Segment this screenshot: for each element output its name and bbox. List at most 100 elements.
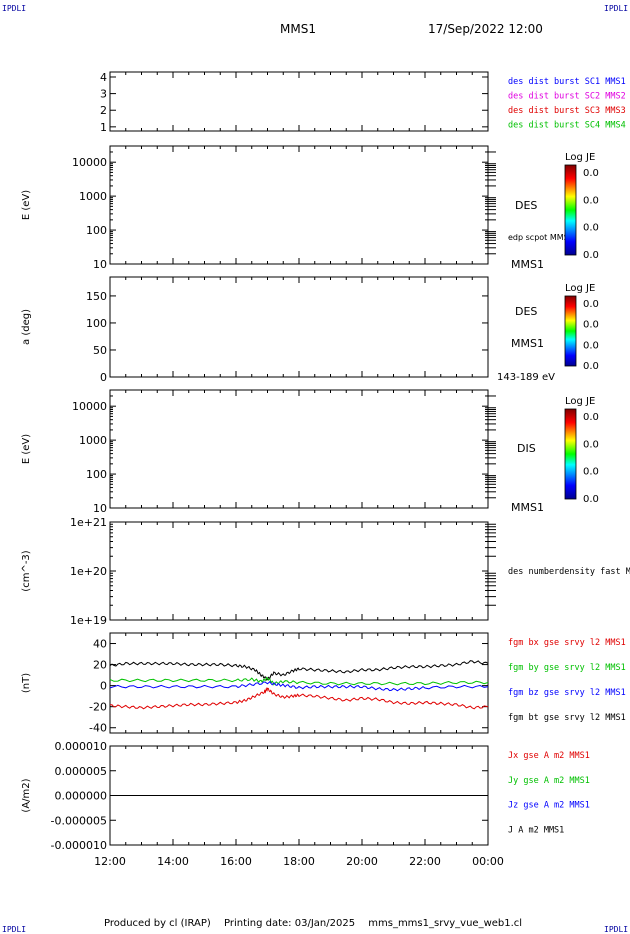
side-label-p3: 143-189 eV — [497, 372, 555, 383]
colorbar-tick-p2: 0.0 — [583, 168, 599, 179]
panel-frame-p2 — [109, 145, 489, 265]
y-tick-label-p6: -20 — [89, 701, 107, 714]
colorbar-tick-p3: 0.0 — [583, 340, 599, 351]
y-tick-label-p7: -0.000005 — [51, 814, 107, 827]
y-tick-label-p6: 20 — [93, 659, 107, 672]
side-label-p2: edp scpot MMS1 — [508, 233, 574, 242]
colorbar-p4 — [564, 408, 577, 500]
y-tick-label-p4: 10 — [93, 502, 107, 515]
colorbar-tick-p2: 0.0 — [583, 195, 599, 206]
legend-entry-p1: des dist burst SC1 MMS1 — [508, 77, 626, 87]
corner-label-top-right: IPDLI — [604, 4, 629, 13]
panel-frame-p4 — [109, 389, 489, 509]
x-tick-label: 18:00 — [283, 855, 315, 868]
y-tick-label-p6: -40 — [89, 722, 107, 735]
y-tick-label-p5: 1e+20 — [70, 565, 107, 578]
y-tick-label-p2: 100 — [86, 224, 107, 237]
corner-label-top-left: IPDLI — [2, 4, 27, 13]
y-axis-label-p7: (A/m2) — [21, 778, 32, 812]
y-tick-label-p4: 1000 — [79, 434, 107, 447]
panel-frame-p3 — [109, 276, 489, 378]
side-label-p4: DIS — [517, 442, 536, 455]
legend-entry-p7: Jy gse A m2 MMS1 — [508, 776, 590, 786]
x-tick-label: 16:00 — [220, 855, 252, 868]
panel-frame-p1 — [109, 71, 489, 132]
colorbar-tick-p4: 0.0 — [583, 412, 599, 423]
side-label-p2: DES — [515, 199, 537, 212]
colorbar-title-p3: Log JE — [565, 283, 595, 294]
y-tick-label-p7: -0.000010 — [51, 839, 107, 852]
x-tick-label: 22:00 — [409, 855, 441, 868]
y-tick-label-p5: 1e+21 — [70, 516, 107, 529]
y-tick-label-p5: 1e+19 — [70, 614, 107, 627]
y-tick-label-p2: 10 — [93, 258, 107, 271]
legend-entry-p7: Jx gse A m2 MMS1 — [508, 751, 590, 761]
y-tick-label-p1: 1 — [100, 121, 107, 134]
colorbar-p3 — [564, 295, 577, 367]
y-tick-label-p2: 10000 — [72, 156, 107, 169]
footer-printing-date: Printing date: 03/Jan/2025 — [223, 918, 356, 929]
series-line-p6 — [109, 676, 489, 686]
legend-entry-p1: des dist burst SC4 MMS4 — [508, 121, 626, 131]
series-line-p6 — [109, 660, 489, 681]
y-tick-label-p7: 0.000005 — [55, 765, 108, 778]
legend-entry-p7: J A m2 MMS1 — [508, 825, 564, 835]
x-tick-label: 12:00 — [94, 855, 126, 868]
y-tick-label-p4: 10000 — [72, 400, 107, 413]
y-axis-label-p6: (nT) — [21, 673, 32, 693]
legend-entry-p6: fgm by gse srvy l2 MMS1 — [508, 663, 626, 673]
legend-entry-p1: des dist burst SC2 MMS2 — [508, 92, 626, 102]
y-axis-label-p2: E (eV) — [21, 190, 32, 220]
y-tick-label-p3: 150 — [86, 290, 107, 303]
footer-produced-by: Produced by cl (IRAP) — [104, 918, 211, 929]
colorbar-tick-p3: 0.0 — [583, 361, 599, 372]
x-tick-label: 00:00 — [472, 855, 504, 868]
series-line-p6 — [109, 680, 489, 692]
corner-label-bottom-left: IPDLI — [2, 925, 27, 934]
y-axis-label-p3: a (deg) — [21, 309, 32, 345]
footer-filename: mms_mms1_srvy_vue_web1.cl — [368, 918, 523, 929]
legend-entry-p7: Jz gse A m2 MMS1 — [508, 801, 590, 811]
y-tick-label-p6: 40 — [93, 638, 107, 651]
colorbar-tick-p4: 0.0 — [583, 467, 599, 478]
legend-entry-p6: fgm bx gse srvy l2 MMS1 — [508, 638, 626, 648]
y-tick-label-p7: 0.000010 — [55, 740, 108, 753]
series-line-p6 — [109, 686, 489, 710]
side-label-p3: DES — [515, 305, 537, 318]
colorbar-tick-p4: 0.0 — [583, 494, 599, 505]
y-axis-label-p5: (cm^-3) — [21, 550, 32, 591]
side-label-p4: MMS1 — [511, 501, 544, 514]
colorbar-title-p2: Log JE — [565, 152, 595, 163]
y-tick-label-p1: 2 — [100, 104, 107, 117]
plot-title: MMS1 — [280, 22, 316, 36]
x-tick-label: 14:00 — [157, 855, 189, 868]
y-axis-label-p4: E (eV) — [21, 434, 32, 464]
side-label-p3: MMS1 — [511, 337, 544, 350]
colorbar-tick-p2: 0.0 — [583, 250, 599, 261]
footer: Produced by cl (IRAP) Printing date: 03/… — [104, 918, 532, 929]
y-tick-label-p1: 4 — [100, 71, 107, 84]
y-tick-label-p7: 0.000000 — [55, 790, 108, 803]
y-tick-label-p6: 0 — [100, 680, 107, 693]
colorbar-tick-p3: 0.0 — [583, 299, 599, 310]
side-label-p2: MMS1 — [511, 258, 544, 271]
panel-frame-p5 — [109, 521, 489, 621]
x-tick-label: 20:00 — [346, 855, 378, 868]
y-tick-label-p2: 1000 — [79, 190, 107, 203]
legend-entry-p6: fgm bz gse srvy l2 MMS1 — [508, 688, 626, 698]
y-tick-label-p3: 100 — [86, 317, 107, 330]
colorbar-p2 — [564, 164, 577, 256]
colorbar-title-p4: Log JE — [565, 396, 595, 407]
y-tick-label-p4: 100 — [86, 468, 107, 481]
y-tick-label-p3: 0 — [100, 371, 107, 384]
y-tick-label-p1: 3 — [100, 88, 107, 101]
y-tick-label-p3: 50 — [93, 344, 107, 357]
legend-entry-p6: fgm bt gse srvy l2 MMS1 — [508, 713, 626, 723]
corner-label-bottom-right: IPDLI — [604, 925, 629, 934]
legend-entry-p1: des dist burst SC3 MMS3 — [508, 106, 626, 116]
colorbar-tick-p3: 0.0 — [583, 320, 599, 331]
legend-entry-p5: des numberdensity fast M — [508, 567, 630, 577]
colorbar-tick-p4: 0.0 — [583, 439, 599, 450]
plot-datetime: 17/Sep/2022 12:00 — [428, 22, 543, 36]
